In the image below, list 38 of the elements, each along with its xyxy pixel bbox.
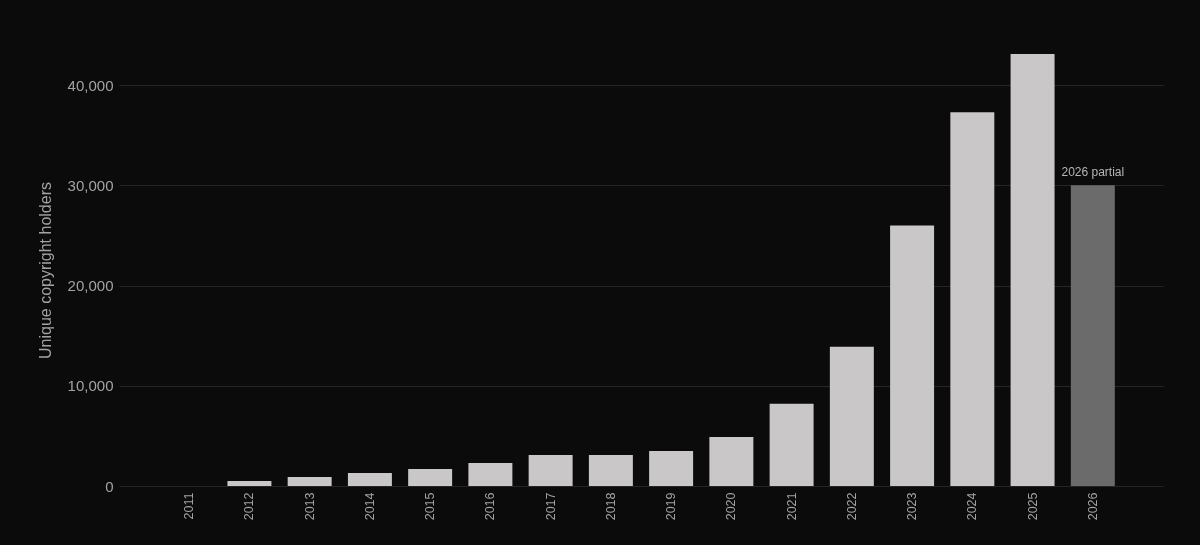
- y-tick-label: 40,000: [67, 76, 114, 94]
- x-tick-label: 2012: [242, 492, 257, 521]
- bar: [1070, 185, 1115, 486]
- y-tick-label: 30,000: [67, 176, 114, 194]
- bar: [1010, 54, 1055, 486]
- bar: [709, 436, 754, 486]
- x-tick-label: 2022: [844, 492, 859, 521]
- x-tick-label: 2017: [543, 492, 558, 521]
- x-tick-label: 2020: [724, 492, 739, 521]
- bar: [829, 346, 874, 486]
- x-tick-label: 2018: [603, 492, 618, 521]
- bar: [588, 454, 633, 486]
- x-tick-label: 2014: [362, 492, 377, 521]
- bar: [528, 454, 573, 486]
- y-tick-label: 0: [105, 477, 114, 495]
- bar: [950, 112, 995, 486]
- x-tick-label: 2019: [664, 492, 679, 521]
- x-tick-label: 2023: [905, 492, 920, 521]
- bar: [468, 462, 513, 486]
- y-tick-label: 20,000: [67, 277, 114, 295]
- x-tick-label: 2016: [483, 492, 498, 521]
- x-tick-label: 2024: [965, 492, 980, 521]
- bar: [890, 225, 935, 486]
- y-tick-label: 10,000: [67, 377, 114, 395]
- x-tick-label: 2011: [182, 492, 197, 520]
- y-axis-title: Unique copyright holders: [36, 182, 54, 359]
- bar: [227, 480, 272, 486]
- annotation: 2026 partial: [1061, 165, 1125, 180]
- bar: [347, 472, 392, 486]
- x-tick-label: 2015: [423, 492, 438, 521]
- bar: [408, 468, 453, 486]
- bar: [769, 403, 814, 486]
- x-tick-label: 2025: [1025, 492, 1040, 521]
- bar: [287, 476, 332, 486]
- x-tick-label: 2021: [784, 492, 799, 521]
- x-tick-label: 2026: [1085, 492, 1100, 521]
- x-tick-label: 2013: [302, 492, 317, 521]
- bar: [649, 450, 694, 486]
